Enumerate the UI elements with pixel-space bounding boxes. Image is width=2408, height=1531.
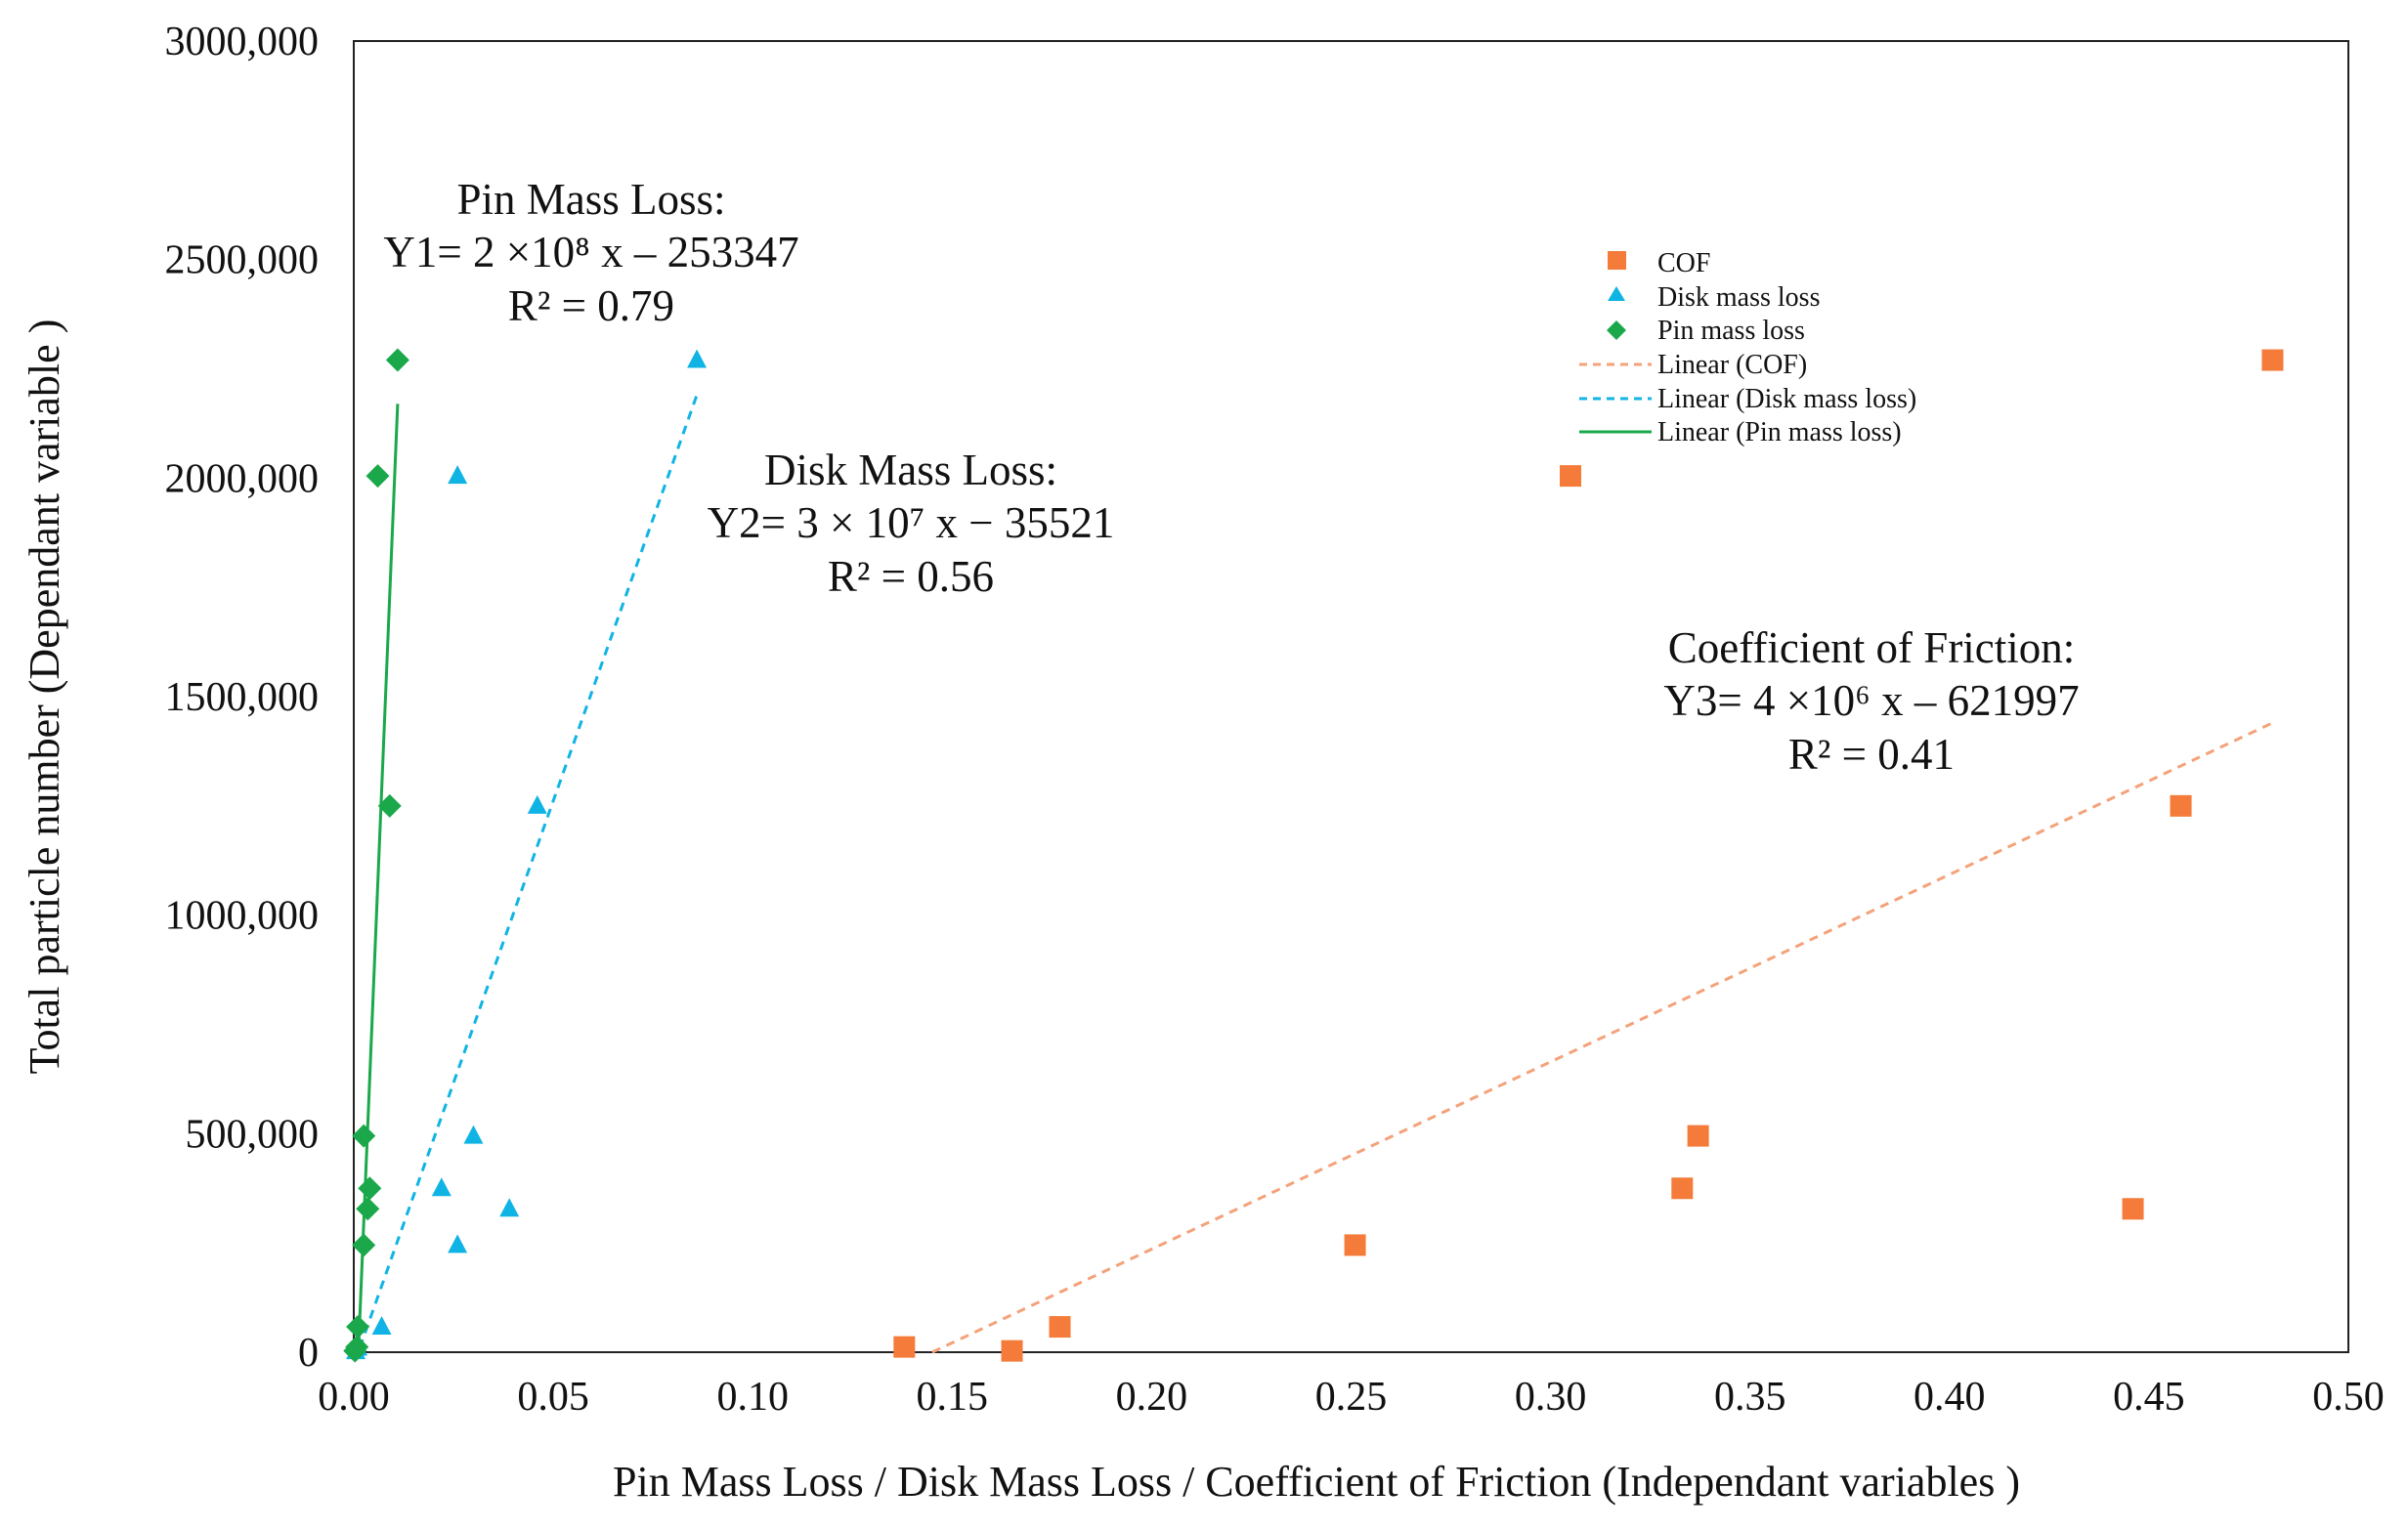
x-tick-label: 0.20 [1116,1375,1188,1420]
y-axis-title: Total particle number (Dependant variabl… [21,319,68,1075]
x-tick-label: 0.50 [2312,1375,2385,1420]
point-triangle [371,1316,392,1336]
point-diamond [358,1176,382,1201]
x-tick-label: 0.25 [1315,1375,1388,1420]
y-tick-label: 2500,000 [165,238,320,283]
x-tick-label: 0.05 [517,1375,589,1420]
legend-marker-disk [1608,286,1625,301]
annotation-cof-line-2: Y3= 4 ×10⁶ x – 621997 [1663,676,2079,725]
point-diamond [346,1315,370,1340]
x-tick-label: 0.15 [917,1375,989,1420]
annotation-cof: Coefficient of Friction: Y3= 4 ×10⁶ x – … [1663,623,2079,779]
annotation-cof-line-1: Coefficient of Friction: [1668,623,2076,672]
point-triangle [463,1125,484,1144]
y-tick-label: 500,000 [186,1112,320,1157]
point-triangle [448,1234,468,1254]
legend-label-linear-cof: Linear (COF) [1657,350,1807,380]
point-square [1049,1316,1071,1339]
annotation-pin-line-3: R² = 0.79 [508,281,674,330]
point-square [2261,349,2284,371]
legend-label-pin: Pin mass loss [1657,316,1805,346]
point-diamond [377,793,402,818]
annotation-disk-line-2: Y2= 3 × 10⁷ x − 35521 [708,498,1115,547]
plot-area [353,40,2349,1353]
annotation-disk-line-1: Disk Mass Loss: [764,446,1057,494]
point-diamond [352,1233,376,1257]
y-tick-label: 0 [298,1331,319,1376]
point-square [2170,794,2192,817]
point-square [893,1336,916,1358]
point-diamond [356,1197,380,1221]
legend-marker-pin [1607,320,1626,340]
point-square [1687,1125,1709,1147]
point-triangle [527,794,547,814]
point-triangle [687,349,708,368]
x-tick-label: 0.10 [716,1375,789,1420]
annotation-disk-line-3: R² = 0.56 [828,552,994,601]
trendline-cof [931,721,2274,1354]
x-tick-label: 0.00 [318,1375,390,1420]
y-tick-label: 3000,000 [165,20,320,64]
x-tick-label: 0.30 [1515,1375,1587,1420]
point-triangle [431,1177,452,1197]
legend-label-linear-pin: Linear (Pin mass loss) [1657,417,1902,447]
point-triangle [499,1198,520,1217]
annotation-pin: Pin Mass Loss: Y1= 2 ×10⁸ x – 253347 R² … [383,175,798,330]
point-square [1560,465,1582,488]
point-diamond [352,1124,376,1148]
legend-label-cof: COF [1657,248,1710,278]
legend-label-disk: Disk mass loss [1657,282,1820,313]
x-tick-label: 0.45 [2113,1375,2185,1420]
point-square [1671,1177,1694,1200]
annotation-pin-line-1: Pin Mass Loss: [456,175,725,224]
annotation-disk: Disk Mass Loss: Y2= 3 × 10⁷ x − 35521 R²… [708,446,1115,601]
y-tick-label: 1000,000 [165,894,320,939]
point-triangle [448,465,468,485]
point-square [1001,1340,1023,1362]
annotation-pin-line-2: Y1= 2 ×10⁸ x – 253347 [383,228,798,276]
point-diamond [345,1335,369,1359]
point-diamond [385,348,409,372]
y-tick-label: 1500,000 [165,675,320,720]
trendline-disk [358,394,699,1349]
point-square [2122,1198,2144,1220]
x-tick-label: 0.40 [1914,1375,1986,1420]
marker-layer [343,348,2284,1363]
annotation-cof-line-3: R² = 0.41 [1788,730,1955,779]
x-axis-title: Pin Mass Loss / Disk Mass Loss / Coeffic… [613,1458,2020,1506]
x-tick-label: 0.35 [1714,1375,1786,1420]
legend-label-linear-disk: Linear (Disk mass loss) [1657,384,1916,414]
chart-legend: COF Disk mass loss Pin mass loss Linear … [1579,248,1916,447]
tick-label-layer: 0.00 0.05 0.10 0.15 0.20 0.25 0.30 0.35 0.40 0.45… [165,20,2385,1420]
point-square [1344,1234,1366,1256]
y-tick-label: 2000,000 [165,456,320,501]
legend-marker-cof [1608,251,1626,270]
point-diamond [366,464,390,489]
